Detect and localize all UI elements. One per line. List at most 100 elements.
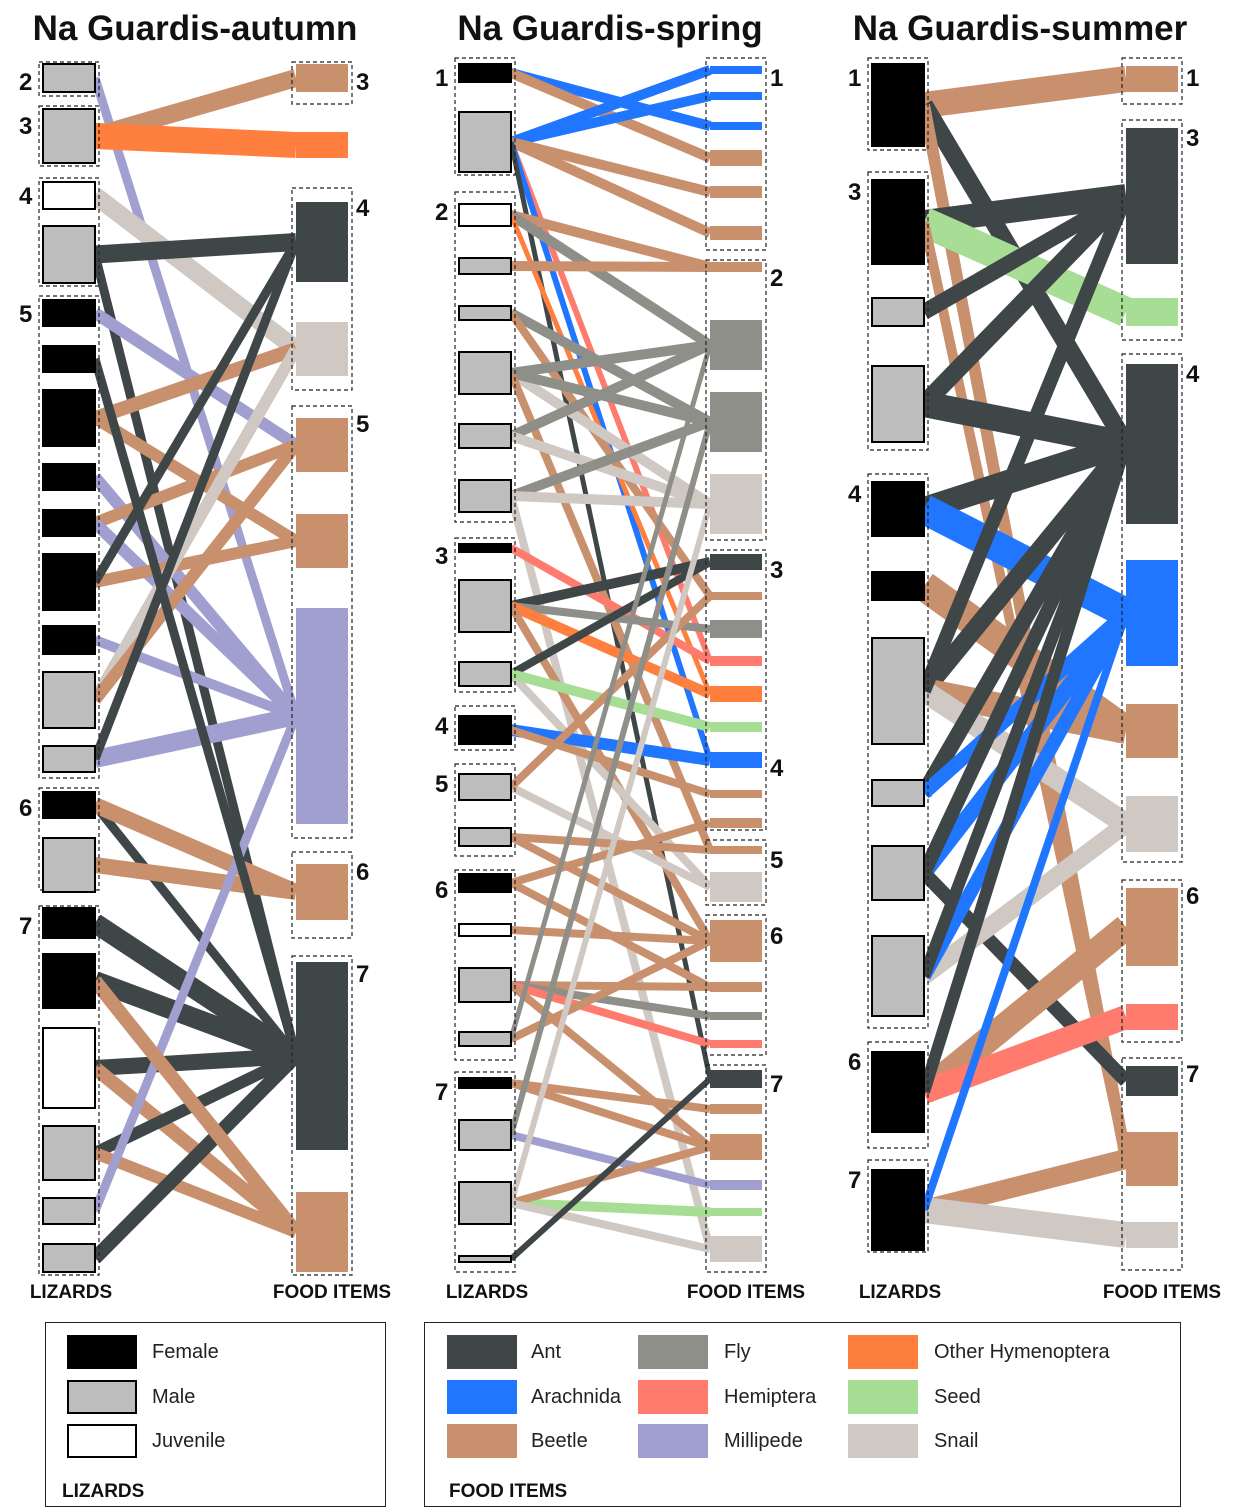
lizard-node	[42, 625, 96, 655]
food-node	[710, 474, 762, 534]
diet-link	[509, 558, 712, 678]
lizard-group-label: 5	[19, 301, 32, 328]
food-group-box	[705, 57, 767, 251]
lizard-legend: Female Male Juvenile LIZARDS	[45, 1322, 386, 1507]
food-node	[296, 608, 348, 824]
lizard-node	[871, 935, 925, 1017]
diet-link	[90, 714, 301, 1213]
diet-link	[920, 611, 1130, 1212]
food-node	[296, 64, 348, 92]
diet-link	[90, 441, 301, 704]
food-group-label: 6	[1186, 883, 1199, 910]
food-node	[710, 1104, 762, 1114]
food-node	[710, 846, 762, 854]
diet-link	[508, 601, 713, 699]
lizard-node	[458, 661, 512, 687]
food-node	[710, 1180, 762, 1190]
lizard-group-box	[454, 869, 516, 1061]
lizard-node	[871, 845, 925, 901]
lizard-group-label: 2	[435, 199, 448, 226]
food-group-label: 4	[1186, 361, 1200, 388]
diet-link	[510, 1199, 711, 1253]
food-node	[710, 592, 762, 600]
panel-title: Na Guardis-summer	[853, 9, 1188, 48]
food-group-box	[291, 61, 353, 105]
lizard-group-label: 3	[848, 179, 861, 206]
legend-label-seed: Seed	[934, 1386, 981, 1408]
food-group-box	[1121, 353, 1183, 863]
lizard-node	[871, 63, 925, 147]
lizard-group-label: 6	[19, 795, 32, 822]
food-node	[710, 790, 762, 798]
diet-link	[509, 557, 712, 611]
food-node	[710, 320, 762, 370]
diet-link	[917, 609, 1133, 980]
food-items-axis-label: FOOD ITEMS	[1103, 1282, 1221, 1303]
legend-label-fly: Fly	[724, 1341, 751, 1363]
food-node	[1126, 1066, 1178, 1096]
lizard-node	[42, 463, 96, 491]
food-node	[296, 962, 348, 1150]
lizard-group-label: 6	[848, 1049, 861, 1076]
lizard-node	[458, 923, 512, 937]
lizard-node	[42, 1197, 96, 1225]
lizard-node	[458, 1119, 512, 1151]
lizard-group-box	[867, 171, 929, 451]
lizard-node	[458, 257, 512, 275]
legend-label-hemiptera: Hemiptera	[724, 1386, 817, 1408]
lizard-node	[458, 873, 512, 893]
diet-link	[915, 916, 1135, 1103]
diet-link	[93, 857, 298, 900]
lizards-axis-label: LIZARDS	[859, 1282, 941, 1303]
food-group-label: 1	[1186, 65, 1199, 92]
food-group-label: 2	[770, 265, 783, 292]
panel-title: Na Guardis-spring	[457, 9, 762, 48]
diet-link	[508, 210, 713, 350]
food-node	[1126, 888, 1178, 966]
food-group-label: 3	[1186, 125, 1199, 152]
food-node	[710, 392, 762, 452]
legend-swatch-other-hymenoptera	[848, 1335, 918, 1369]
diet-link	[90, 240, 301, 761]
lizard-group-box	[454, 57, 516, 176]
food-node	[710, 1070, 762, 1088]
lizard-node	[871, 365, 925, 443]
food-node	[710, 1012, 762, 1020]
legend-header-food-items: FOOD ITEMS	[449, 1481, 568, 1502]
diet-link	[90, 253, 301, 1058]
lizards-axis-label: LIZARDS	[30, 1282, 112, 1303]
lizards-axis-label: LIZARDS	[446, 1282, 528, 1303]
diet-link	[510, 340, 711, 378]
food-node	[710, 686, 762, 702]
food-node	[710, 872, 762, 902]
food-group-box	[1121, 119, 1183, 341]
lizard-node	[42, 671, 96, 729]
lizard-node	[42, 745, 96, 773]
food-node	[1126, 704, 1178, 758]
diet-link	[510, 261, 711, 272]
food-node	[710, 1208, 762, 1216]
lizard-node	[42, 181, 96, 210]
legend-swatch-snail	[848, 1424, 918, 1458]
food-node	[710, 1236, 762, 1262]
food-node	[710, 1134, 762, 1160]
lizard-node	[458, 579, 512, 633]
legend-label-male: Male	[152, 1386, 196, 1408]
food-group-box	[1121, 879, 1183, 1043]
lizard-node	[458, 967, 512, 1003]
diet-link	[89, 976, 302, 1237]
lizard-group-box	[454, 763, 516, 857]
diet-link	[509, 544, 712, 665]
panel-title: Na Guardis-autumn	[33, 9, 358, 48]
food-group-box	[705, 914, 767, 1056]
legend-swatch-ant	[447, 1335, 517, 1369]
lizard-group-label: 3	[435, 543, 448, 570]
diet-link	[509, 1143, 712, 1207]
lizard-group-label: 7	[848, 1167, 861, 1194]
food-web-diagram: 2 3 4 5 6 7 3 4 5 6 7 Na Guardis-autumn LIZARDS FOOD …	[19, 9, 1221, 1303]
diet-link	[90, 1051, 301, 1263]
lizard-group-label: 4	[848, 481, 862, 508]
food-node	[710, 92, 762, 100]
lizard-group-box	[38, 177, 100, 287]
diet-link	[917, 608, 1133, 878]
